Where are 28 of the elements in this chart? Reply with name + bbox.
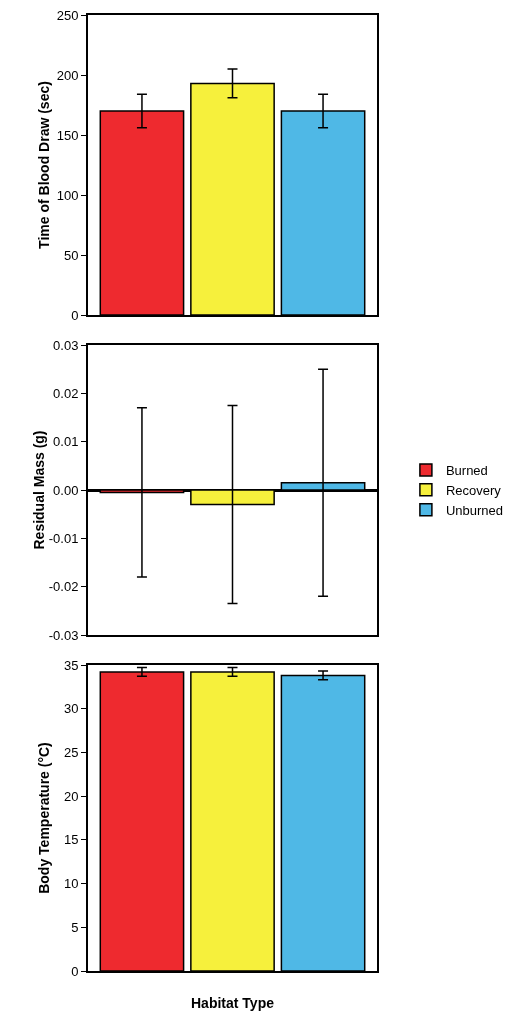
- y-tick-label: 10: [63, 876, 79, 892]
- y-tick-label: 20: [63, 788, 79, 804]
- y-tick-label: 0.01: [53, 434, 79, 450]
- y-tick-label: 0.00: [53, 482, 79, 498]
- y-tick-label: 250: [56, 7, 79, 23]
- y-tick-label: 0.03: [53, 337, 79, 353]
- y-tick-label: 0: [71, 307, 79, 323]
- y-tick-label: 0: [71, 963, 79, 979]
- y-tick-label: 50: [63, 247, 79, 263]
- y-tick-label: -0.01: [48, 530, 79, 546]
- y-tick-label: 5: [71, 919, 79, 935]
- y-tick-label: 200: [56, 67, 79, 83]
- legend-label: Recovery: [445, 482, 502, 498]
- y-axis-title: Residual Mass (g): [30, 430, 47, 550]
- x-axis-title: Habitat Type: [191, 995, 275, 1011]
- legend-label: Unburned: [445, 502, 504, 518]
- y-tick-label: 100: [56, 187, 79, 203]
- y-tick-label: 25: [63, 744, 79, 760]
- y-tick-label: 35: [63, 657, 79, 673]
- y-tick-label: 30: [63, 701, 79, 717]
- y-tick-label: 15: [63, 832, 79, 848]
- legend-label: Burned: [445, 463, 488, 479]
- y-axis-title: Body Temperature (°C): [36, 742, 52, 894]
- y-tick-label: 0.02: [53, 385, 79, 401]
- y-tick-label: 150: [56, 127, 79, 143]
- y-tick-label: -0.03: [48, 627, 79, 643]
- y-tick-label: -0.02: [48, 579, 79, 595]
- y-axis-title: Time of Blood Draw (sec): [36, 81, 52, 249]
